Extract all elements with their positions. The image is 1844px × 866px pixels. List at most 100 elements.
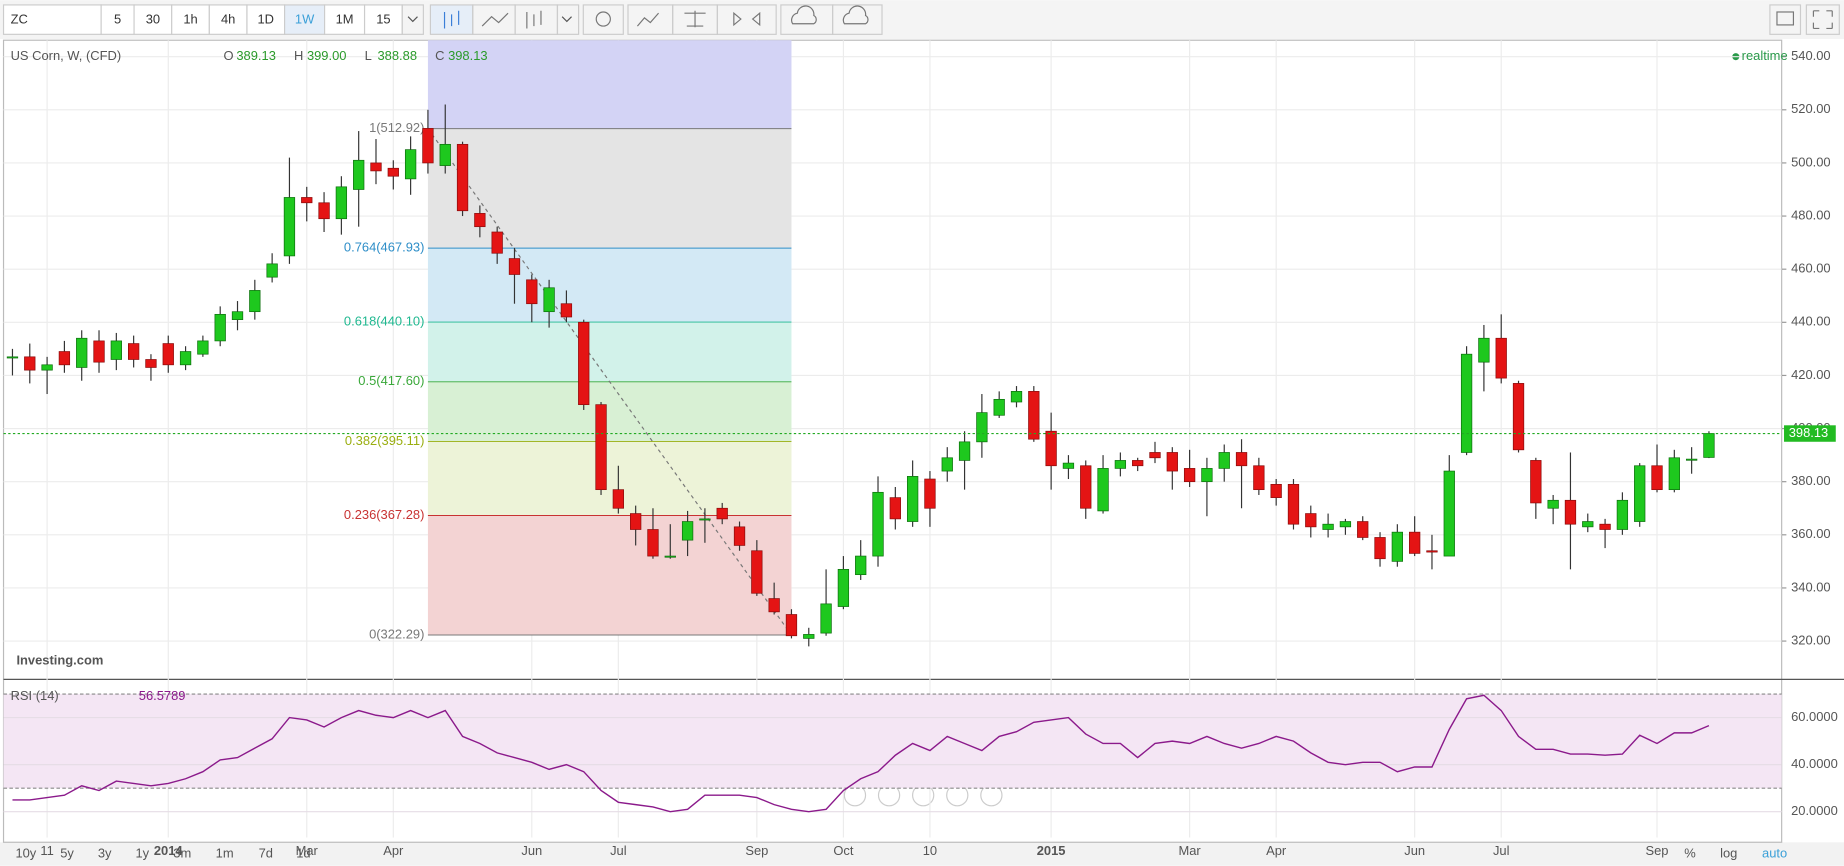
range-button[interactable]: 3m <box>173 845 191 860</box>
candle-body <box>1166 452 1178 472</box>
range-button[interactable]: 5y <box>60 845 74 860</box>
rsi-tick-label: 20.0000 <box>1791 803 1838 818</box>
candle-body <box>526 279 538 305</box>
candle-body <box>924 478 936 509</box>
candle-body <box>76 337 88 368</box>
interval-button[interactable] <box>246 4 286 35</box>
y-tick-label: 420.00 <box>1791 367 1831 382</box>
candle-body <box>179 351 192 366</box>
candle-body <box>1270 483 1282 498</box>
toolbar-icons <box>407 4 1840 35</box>
fib-band <box>427 441 792 516</box>
candle-body <box>1114 460 1127 469</box>
candle-body <box>1201 468 1213 483</box>
x-tick-label: 10 <box>923 843 937 858</box>
candle-body <box>1322 523 1334 530</box>
range-button[interactable]: 10y <box>15 845 36 860</box>
y-tick-label: 480.00 <box>1791 207 1831 222</box>
interval-dropdown[interactable] <box>401 4 424 35</box>
candle-body <box>733 526 746 546</box>
interval-button[interactable] <box>100 4 135 35</box>
candle-body <box>993 398 1005 416</box>
y-tick-label: 340.00 <box>1791 579 1831 594</box>
candle-body <box>6 356 19 359</box>
x-tick-label: Sep <box>745 843 768 858</box>
candle-body <box>1530 460 1542 504</box>
fib-level-label: 1(512.92) <box>369 120 424 135</box>
y-tick-label: 360.00 <box>1791 526 1831 541</box>
interval-label: 15 <box>376 12 390 27</box>
candle-body <box>820 603 832 634</box>
candle-body <box>1478 337 1490 363</box>
candle-body <box>1512 383 1525 451</box>
candle-body <box>41 364 53 371</box>
candle-body <box>906 476 919 522</box>
range-button[interactable]: 7d <box>259 845 273 860</box>
rsi-band <box>3 694 1782 789</box>
candle-body <box>162 343 174 366</box>
interval-label: 1W <box>295 12 315 27</box>
candle-body <box>456 143 469 212</box>
candle-body <box>197 340 209 355</box>
candle-body <box>768 598 780 613</box>
candle-body <box>439 143 451 166</box>
candle-body <box>1391 531 1403 562</box>
x-tick-label: Apr <box>383 843 404 858</box>
candle-body <box>1028 391 1040 440</box>
scale-option[interactable]: log <box>1720 845 1737 860</box>
range-button[interactable]: 1d <box>296 845 310 860</box>
candle-body <box>1668 457 1680 491</box>
candle-body <box>630 513 642 530</box>
candle-body <box>1651 465 1663 491</box>
interval-label: 30 <box>146 12 160 27</box>
candle-body <box>404 149 417 180</box>
x-tick-label: Apr <box>1266 843 1287 858</box>
fib-level-label: 0.382(395.11) <box>345 433 425 448</box>
last-price-label: 398.13 <box>1789 425 1829 440</box>
candle-body <box>1564 499 1577 525</box>
ohlc-key: O <box>223 48 233 63</box>
interval-button[interactable] <box>284 4 326 35</box>
watermark: Investing.com <box>16 653 103 668</box>
interval-button[interactable] <box>171 4 210 35</box>
candle-body <box>387 167 399 177</box>
interval-button[interactable] <box>208 4 248 35</box>
candle-body <box>699 518 711 521</box>
y-tick-label: 320.00 <box>1791 632 1831 647</box>
candle-body <box>266 263 278 278</box>
candle-body <box>1374 537 1386 560</box>
range-button[interactable]: 1y <box>135 845 149 860</box>
fib-band <box>427 381 792 442</box>
candle-body <box>1149 452 1161 459</box>
candle-body <box>1547 499 1559 509</box>
candle-body <box>1132 460 1144 467</box>
candle-body <box>1582 521 1594 528</box>
scale-option[interactable]: auto <box>1762 845 1787 860</box>
candle-body <box>370 162 382 172</box>
candle-body <box>422 128 434 164</box>
candle-body <box>231 311 244 321</box>
x-tick-label: Jul <box>610 843 627 858</box>
candle-body <box>595 404 607 491</box>
x-tick-label: Jul <box>1493 843 1510 858</box>
candle-body <box>855 555 867 576</box>
candle-body <box>958 441 971 461</box>
range-button[interactable]: 3y <box>98 845 112 860</box>
fib-band <box>427 322 792 382</box>
realtime-label: realtime <box>1742 48 1788 63</box>
rsi-tick-label: 40.0000 <box>1791 756 1838 771</box>
candle-body <box>249 290 261 313</box>
candle-body <box>976 412 988 443</box>
fib-level-label: 0(322.29) <box>369 626 424 641</box>
symbol-text: ZC <box>11 12 28 27</box>
rsi-value: 56.5789 <box>139 688 186 703</box>
range-button[interactable]: 1m <box>216 845 234 860</box>
last-price-tag <box>1784 425 1836 442</box>
interval-label: 1D <box>258 12 275 27</box>
range-bar <box>0 842 1844 866</box>
candle-body <box>647 529 659 557</box>
candle-body <box>837 568 850 607</box>
candle-body <box>751 550 763 594</box>
fib-level-label: 0.618(440.10) <box>344 313 424 328</box>
scale-option[interactable]: % <box>1684 845 1696 860</box>
